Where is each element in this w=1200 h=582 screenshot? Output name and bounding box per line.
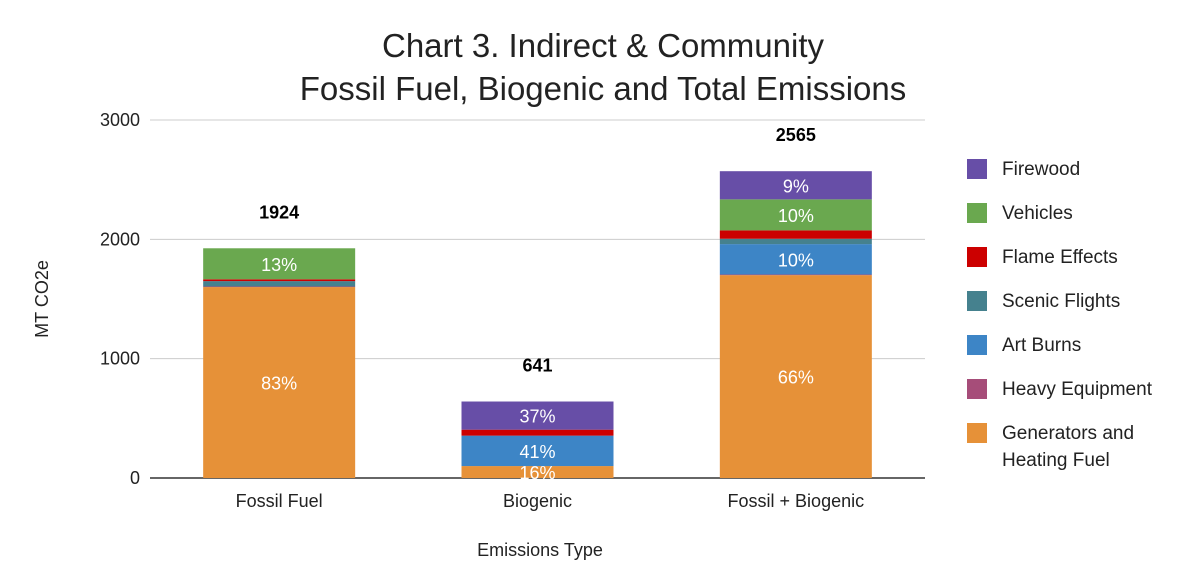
segment-percent-label: 37% <box>519 407 555 427</box>
x-axis-ticks: Fossil Fuel Biogenic Fossil + Biogenic <box>236 491 864 511</box>
segment-percent-label: 10% <box>778 206 814 226</box>
y-axis-ticks: 0 1000 2000 3000 <box>100 110 140 488</box>
legend-label: Generators and Heating Fuel <box>1002 423 1134 471</box>
y-tick-label: 0 <box>130 468 140 488</box>
legend-label: Heavy Equipment <box>1002 379 1153 400</box>
segment-percent-label: 16% <box>519 463 555 483</box>
legend-swatch <box>967 203 987 223</box>
y-axis-title: MT CO2e <box>32 260 52 338</box>
segment-percent-label: 13% <box>261 255 297 275</box>
legend-swatch <box>967 291 987 311</box>
bar-segment <box>461 401 614 430</box>
bar-segment <box>719 275 872 478</box>
bar-segment <box>461 429 614 436</box>
segment-percent-label: 10% <box>778 250 814 270</box>
x-tick-label: Fossil + Biogenic <box>728 491 865 511</box>
bars: 83% 13% 1924 16%41% 37% 641 66% 10% 10% 9% 2565 <box>203 125 872 483</box>
legend-label: Art Burns <box>1002 335 1081 356</box>
bar-segment <box>719 238 872 245</box>
bar-segment <box>719 171 872 200</box>
bar-segment <box>203 286 356 288</box>
x-tick-label: Fossil Fuel <box>236 491 323 511</box>
segment-percent-label: 66% <box>778 368 814 388</box>
legend-swatch <box>967 379 987 399</box>
legend-label: Flame Effects <box>1002 247 1118 268</box>
chart-title-line-1: Chart 3. Indirect & Community <box>382 27 824 64</box>
segment-percent-label: 9% <box>783 176 809 196</box>
bar-segment <box>203 281 356 287</box>
segment-percent-label: 41% <box>519 442 555 462</box>
bar-total-label: 641 <box>522 356 552 376</box>
legend-swatch <box>967 159 987 179</box>
legend: Firewood Vehicles Flame Effects Scenic Flig… <box>967 159 1153 471</box>
legend-label: Vehicles <box>1002 203 1073 224</box>
legend-swatch <box>967 423 987 443</box>
segment-percent-label: 83% <box>261 374 297 394</box>
x-axis-title: Emissions Type <box>477 540 603 560</box>
bar-segment <box>203 279 356 282</box>
y-tick-label: 3000 <box>100 110 140 130</box>
x-tick-label: Biogenic <box>503 491 572 511</box>
legend-swatch <box>967 247 987 267</box>
y-tick-label: 1000 <box>100 349 140 369</box>
legend-swatch <box>967 335 987 355</box>
bar-total-label: 2565 <box>776 125 816 145</box>
bar-segment <box>719 274 872 276</box>
bar-segment <box>719 244 872 275</box>
chart-title-line-2: Fossil Fuel, Biogenic and Total Emission… <box>300 70 907 107</box>
bar-total-label: 1924 <box>259 202 299 222</box>
y-tick-label: 2000 <box>100 229 140 249</box>
bar-segment <box>719 199 872 231</box>
bar-segment <box>461 466 614 478</box>
bar-segment <box>203 287 356 478</box>
bar-segment <box>719 230 872 239</box>
bar-segment <box>461 435 614 467</box>
bar-segment <box>203 248 356 280</box>
legend-label: Scenic Flights <box>1002 291 1120 312</box>
legend-label: Firewood <box>1002 159 1080 180</box>
